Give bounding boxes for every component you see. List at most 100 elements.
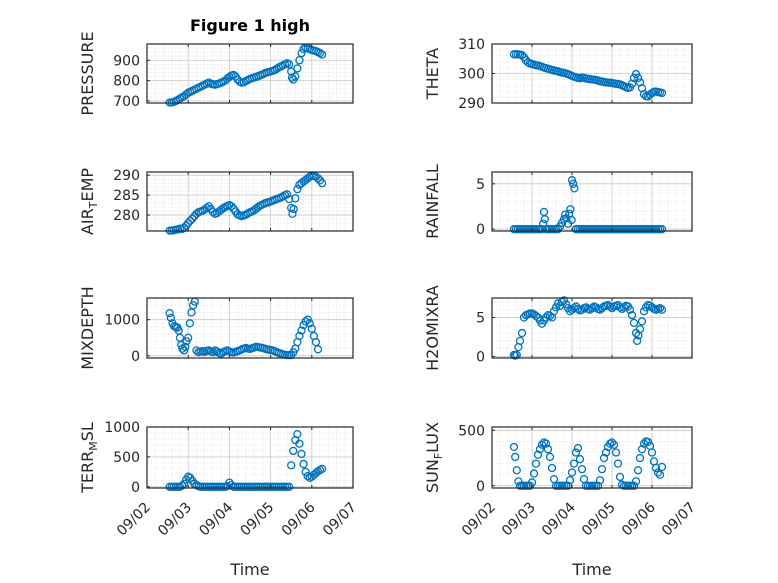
data-point: [607, 438, 617, 447]
data-point: [570, 184, 579, 193]
data-point: [569, 459, 579, 468]
data-point: [217, 349, 226, 358]
data-point: [208, 207, 218, 217]
axes-frame: [491, 171, 693, 232]
y-tick-label: 285: [113, 188, 140, 204]
x-axis-label: Time: [229, 560, 269, 579]
data-point: [573, 443, 583, 453]
x-tick-label: 09/02: [114, 500, 154, 540]
y-tick-label: 700: [113, 94, 140, 110]
y-axis-label: SUNFLUX: [423, 422, 445, 493]
data-point: [272, 64, 281, 73]
data-point: [305, 319, 314, 328]
data-point: [282, 190, 292, 199]
y-tick-label: 500: [458, 423, 485, 439]
data-point: [543, 445, 553, 454]
axes-frame: [146, 171, 354, 232]
data-point: [540, 215, 549, 224]
y-tick-label: 5: [476, 177, 485, 193]
data-point: [549, 474, 559, 484]
data-point: [551, 303, 561, 312]
h2omixra-plot: 0 5 H2OMIXRA: [423, 285, 693, 371]
data-point: [217, 205, 226, 215]
data-point: [575, 455, 585, 464]
data-point: [313, 345, 323, 354]
axes-frame: [146, 297, 354, 359]
y-tick-label: 0: [131, 480, 140, 496]
data-point: [625, 305, 635, 314]
data-point: [184, 333, 193, 342]
data-point: [295, 331, 304, 341]
data-point: [295, 439, 304, 448]
rainfall-plot: 0 5 RAINFALL: [423, 164, 693, 239]
data-point: [547, 463, 557, 473]
data-point: [184, 218, 193, 228]
y-tick-label: 290: [458, 96, 485, 112]
y-tick-label: 290: [113, 168, 140, 184]
data-point: [303, 471, 312, 481]
data-point: [317, 50, 327, 59]
data-point: [577, 464, 587, 474]
data-point: [633, 466, 643, 475]
data-point: [599, 453, 609, 463]
y-tick-label: 500: [113, 450, 140, 466]
y-tick-label: 0: [131, 349, 140, 365]
x-tick-label: 09/04: [196, 499, 236, 539]
data-point: [591, 303, 601, 312]
data-point: [537, 440, 547, 449]
data-point: [297, 49, 306, 58]
data-point: [301, 317, 310, 326]
data-point: [631, 477, 641, 486]
data-point: [605, 302, 615, 311]
data-point: [229, 70, 238, 80]
air-temp-plot: 280 285 290 AIRTEMP: [78, 168, 354, 235]
y-axis-label: MIXDEPTH: [78, 286, 97, 369]
data-point: [641, 303, 651, 312]
data-point: [655, 303, 665, 313]
data-point: [629, 481, 639, 490]
y-tick-label: 1000: [104, 313, 140, 329]
data-point: [545, 452, 555, 462]
data-point: [633, 73, 643, 83]
y-tick-label: 300: [458, 67, 485, 83]
y-tick-label: 0: [476, 349, 485, 365]
data-point: [185, 319, 194, 328]
data-point: [555, 301, 565, 310]
data-point: [541, 313, 551, 322]
y-tick-label: 280: [113, 208, 140, 224]
terr-msl-plot: 0 500 1000 09/02 09/03 09/04 09/05 09/06 09/07 Ti…: [78, 420, 360, 579]
data-point: [657, 88, 667, 98]
data-point: [565, 476, 575, 485]
data-point: [647, 303, 657, 312]
y-tick-label: 0: [476, 479, 485, 495]
data-point: [288, 209, 297, 219]
data-point: [635, 325, 645, 334]
y-tick-label: 1000: [104, 420, 140, 436]
axes-frame: [491, 426, 693, 489]
data-point: [299, 459, 308, 469]
data-point: [287, 461, 296, 470]
x-tick-label: 09/04: [539, 499, 579, 539]
data-point: [529, 469, 539, 478]
data-point: [511, 452, 520, 462]
data-point: [571, 448, 581, 457]
axes-frame: [146, 426, 354, 489]
data-point: [655, 470, 665, 479]
data-point: [643, 437, 653, 447]
data-point: [317, 179, 327, 188]
y-axis-label: TERRMSL: [78, 422, 100, 494]
data-point: [569, 179, 578, 188]
data-point: [313, 174, 323, 183]
sun-flux-plot: 0 500 09/02 09/03 09/04 09/05 09/06 09/07 Time SU…: [423, 422, 699, 579]
data-point: [192, 346, 201, 355]
data-point: [212, 347, 222, 356]
data-point: [297, 326, 306, 335]
data-point: [653, 468, 663, 477]
data-point: [533, 450, 543, 459]
data-point: [561, 210, 570, 219]
data-point: [577, 305, 587, 314]
x-tick-label: 09/06: [279, 499, 319, 539]
data-point: [539, 207, 549, 217]
data-point: [293, 184, 302, 194]
